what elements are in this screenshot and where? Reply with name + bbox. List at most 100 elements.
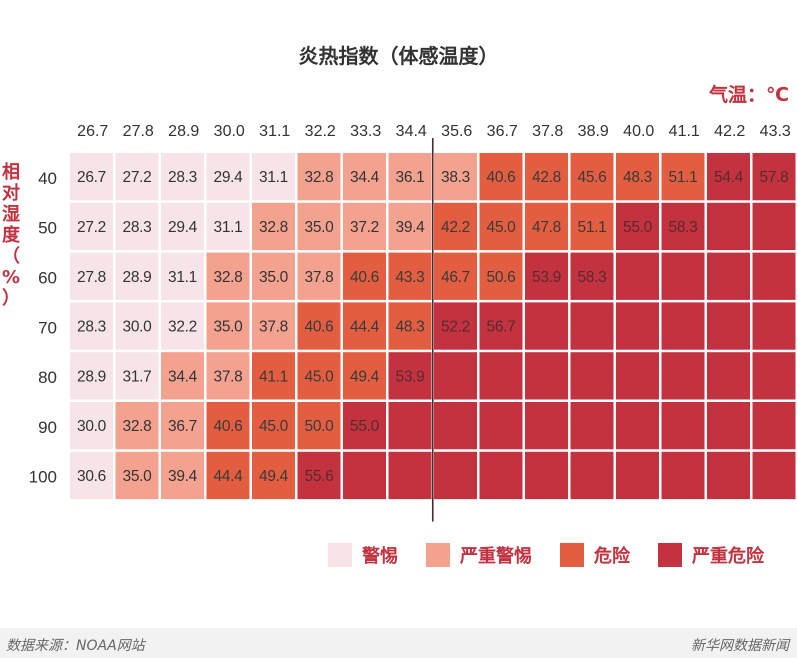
cell-value: 28.3 (123, 219, 152, 236)
heat-cell (252, 252, 295, 300)
cell-value: 36.1 (396, 169, 425, 186)
cell-value: 37.2 (350, 219, 379, 236)
heat-cell (115, 302, 159, 350)
heat-cell (479, 252, 523, 300)
legend-label: 严重危险 (692, 546, 764, 567)
heat-cell (343, 451, 386, 500)
heat-cell (252, 451, 295, 500)
heat-cell (616, 202, 659, 251)
heat-cell (115, 153, 159, 201)
heat-cell (479, 302, 523, 350)
heat-cell (388, 252, 432, 300)
cell-value: 45.0 (305, 368, 335, 385)
cell-value: 56.7 (487, 319, 516, 336)
heat-cell (434, 202, 477, 251)
y-axis-label-char: 湿 (2, 204, 20, 225)
legend-item: 警惕 (328, 542, 398, 568)
heat-cell (115, 252, 159, 300)
cell-value: 39.4 (168, 468, 198, 485)
cell-value: 45.0 (259, 418, 289, 435)
cell-value: 34.4 (350, 169, 380, 186)
heat-cell (525, 302, 568, 350)
heat-cell (570, 153, 614, 201)
heat-cell (616, 252, 659, 300)
heat-cell (479, 451, 523, 500)
cell-value: 28.3 (77, 319, 106, 336)
cell-value: 32.2 (168, 319, 197, 336)
heat-cell (343, 252, 386, 300)
cell-value: 27.2 (123, 169, 152, 186)
heat-cell (206, 252, 250, 300)
cell-value: 44.4 (214, 468, 244, 485)
y-tick-label: 40 (38, 169, 57, 188)
heat-cell (616, 302, 659, 350)
heat-cell (252, 153, 295, 201)
cell-value: 40.6 (214, 418, 243, 435)
heat-cell (479, 153, 523, 201)
y-axis-label-char: % (1, 267, 21, 288)
heat-cell (570, 402, 614, 450)
heat-cell (707, 451, 750, 500)
cell-value: 36.7 (168, 418, 197, 435)
heat-cell (252, 202, 295, 251)
cell-value: 35.0 (214, 319, 244, 336)
heat-cell (70, 302, 113, 350)
y-tick-label: 60 (38, 269, 57, 288)
heat-cell (752, 252, 796, 300)
heat-cell (343, 302, 386, 350)
heat-cell (661, 352, 705, 400)
heat-cell (206, 352, 250, 400)
heat-cell (388, 202, 432, 251)
heat-cell (70, 153, 113, 201)
cell-value: 31.1 (259, 169, 288, 186)
cell-value: 39.4 (396, 219, 426, 236)
x-tick-label: 42.2 (714, 123, 745, 140)
heat-cell (525, 402, 568, 450)
x-tick-label: 30.0 (214, 123, 245, 140)
heat-cell (661, 153, 705, 201)
y-axis-label-char: 对 (2, 183, 20, 204)
cell-value: 40.6 (487, 169, 516, 186)
cell-value: 31.1 (168, 269, 197, 286)
legend-label: 警惕 (362, 546, 398, 567)
cell-value: 34.4 (168, 368, 198, 385)
x-tick-label: 35.6 (441, 123, 472, 140)
cell-value: 47.8 (532, 219, 561, 236)
heat-cell (161, 451, 204, 500)
x-tick-label: 31.1 (259, 123, 290, 140)
heat-cell (661, 252, 705, 300)
x-tick-label: 41.1 (669, 123, 700, 140)
x-tick-label: 40.0 (623, 123, 654, 140)
x-tick-label: 33.3 (350, 123, 381, 140)
heat-cell (297, 451, 341, 500)
cell-value: 26.7 (77, 169, 106, 186)
heat-cell (388, 402, 432, 450)
y-axis-label-char: （ (2, 246, 20, 267)
cell-value: 51.1 (578, 219, 607, 236)
cell-value: 37.8 (214, 368, 243, 385)
legend-label: 严重警惕 (460, 546, 532, 567)
y-axis-label-char: 相 (2, 162, 20, 183)
cell-value: 49.4 (350, 368, 380, 385)
heat-cell (206, 153, 250, 201)
heat-cell (115, 352, 159, 400)
heat-cell (707, 252, 750, 300)
cell-value: 43.3 (396, 269, 425, 286)
heat-cell (616, 352, 659, 400)
chart-title: 炎热指数（体感温度） (298, 44, 499, 68)
y-tick-label: 50 (38, 219, 57, 238)
heat-cell (707, 202, 750, 251)
cell-value: 55.0 (623, 219, 653, 236)
legend-label: 危险 (594, 546, 630, 567)
heat-cell (70, 402, 113, 450)
heat-cell (115, 402, 159, 450)
heat-cell (252, 352, 295, 400)
heat-cell (297, 202, 341, 251)
y-tick-label: 100 (29, 468, 57, 487)
heat-cell (434, 352, 477, 400)
footer: 数据来源：NOAA网站 新华网数据新闻 (0, 628, 797, 658)
heat-cell (752, 302, 796, 350)
heat-cell (707, 302, 750, 350)
heat-cell (434, 302, 477, 350)
heat-cell (70, 202, 113, 251)
